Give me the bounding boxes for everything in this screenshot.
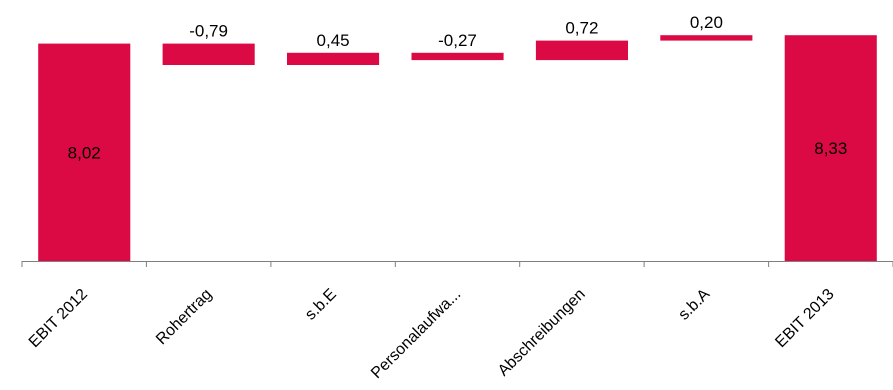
value-label-6: 8,33 — [814, 139, 847, 158]
x-axis-category-labels: EBIT 2012 Rohertrag s.b.E Personalaufwa... A… — [26, 286, 838, 382]
value-label-5: 0,20 — [690, 13, 723, 32]
category-label-2: s.b.E — [302, 286, 340, 324]
value-label-2: 0,45 — [317, 31, 350, 50]
category-label-5: s.b.A — [675, 286, 713, 324]
bar-2 — [287, 53, 379, 65]
value-label-1: -0,79 — [189, 22, 228, 41]
value-label-0: 8,02 — [68, 143, 101, 162]
value-label-3: -0,27 — [438, 31, 477, 50]
category-label-6: EBIT 2013 — [772, 286, 837, 351]
value-label-4: 0,72 — [565, 19, 598, 38]
bar-3 — [412, 53, 504, 60]
bar-1 — [163, 44, 255, 65]
category-label-1: Rohertrag — [153, 286, 215, 348]
bar-group — [38, 35, 877, 261]
category-label-4: Abschreibungen — [495, 286, 589, 380]
category-label-3: Personalaufwa... — [368, 286, 464, 382]
bar-5 — [660, 35, 752, 40]
bar-4 — [536, 41, 628, 61]
category-label-0: EBIT 2012 — [26, 286, 91, 351]
